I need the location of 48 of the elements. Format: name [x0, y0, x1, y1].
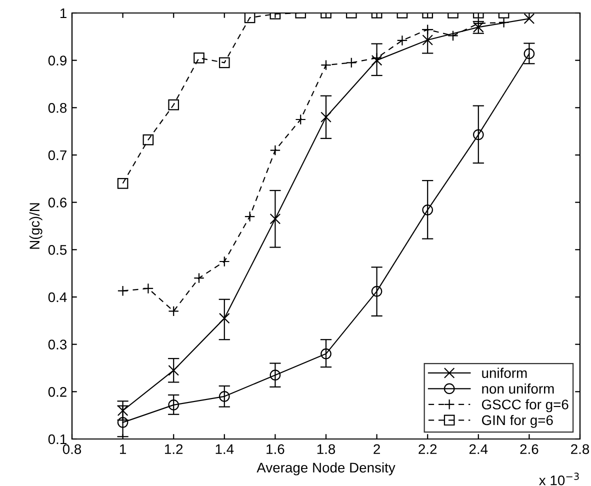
point — [371, 286, 382, 297]
x-tick-label: 1.2 — [165, 444, 183, 454]
point — [270, 370, 281, 381]
y-tick-label: 0.3 — [48, 340, 67, 350]
x-tick-label: 2.4 — [469, 444, 488, 454]
point — [472, 129, 484, 140]
point — [422, 204, 434, 216]
legend-label: non uniform — [482, 383, 554, 394]
point — [117, 178, 128, 189]
x-tick-label: 2.6 — [520, 444, 538, 454]
legend-label: GIN for g=6 — [482, 414, 553, 428]
point — [218, 57, 230, 68]
point — [320, 112, 332, 123]
y-tick-label: 1 — [60, 8, 66, 18]
x-tick-label: 2 — [374, 444, 380, 454]
y-tick-label: 0.4 — [48, 292, 67, 302]
point — [142, 134, 154, 146]
point — [117, 417, 128, 428]
y-tick-label: 0.8 — [48, 103, 67, 113]
point — [168, 99, 180, 110]
legend-label: GSCC for g=6 — [482, 399, 568, 412]
point — [270, 213, 281, 224]
point — [524, 48, 535, 60]
y-tick-label: 0.2 — [48, 387, 66, 397]
y-tick-label: 0.5 — [48, 245, 67, 255]
point — [194, 52, 204, 64]
x-tick-label: 0.8 — [62, 444, 82, 454]
point — [320, 348, 332, 360]
x-tick-label: 1 — [120, 444, 126, 454]
y-tick-label: 0.1 — [48, 434, 66, 444]
x-tick-label: 1.4 — [216, 444, 234, 454]
y-tick-label: 0.6 — [48, 198, 67, 208]
x-tick-label: 2.8 — [571, 444, 590, 454]
point — [168, 400, 180, 410]
x-axis-title: Average Node Density — [256, 462, 396, 476]
y-tick-label: 0.9 — [48, 56, 66, 66]
y-axis-title: N(gc)/N — [29, 203, 42, 249]
x-tick-label: 1.6 — [266, 444, 284, 454]
text: x 10$^{−3}$ — [539, 472, 579, 486]
x-tick-label: 1.8 — [317, 444, 336, 454]
point — [422, 34, 434, 46]
point — [218, 312, 230, 324]
point — [244, 13, 256, 24]
y-tick-label: 0.7 — [48, 150, 66, 160]
point — [524, 13, 535, 24]
point — [218, 390, 230, 402]
legend-label: uniform — [482, 368, 527, 378]
x-tick-label: 2.2 — [418, 444, 437, 454]
